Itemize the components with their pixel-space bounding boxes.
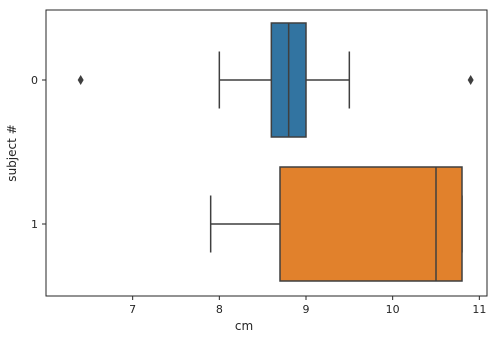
x-tick-label-11: 11 xyxy=(472,303,486,316)
y-tick-label-1: 1 xyxy=(31,218,38,231)
x-axis-label: cm xyxy=(235,319,253,333)
x-tick-label-8: 8 xyxy=(216,303,223,316)
x-tick-label-9: 9 xyxy=(303,303,310,316)
subject-0-outlier-1 xyxy=(467,75,474,85)
plot-area xyxy=(77,22,474,282)
subject-0-outlier-0 xyxy=(77,75,84,85)
y-tick-label-0: 0 xyxy=(31,74,38,87)
axes-frame xyxy=(45,9,488,297)
axes: 7 8 9 10 11 0 1 xyxy=(31,9,488,316)
x-tick-label-10: 10 xyxy=(386,303,400,316)
x-tick-label-7: 7 xyxy=(129,303,136,316)
subject-1-box xyxy=(279,166,463,282)
y-axis-label: subject # xyxy=(5,124,19,181)
